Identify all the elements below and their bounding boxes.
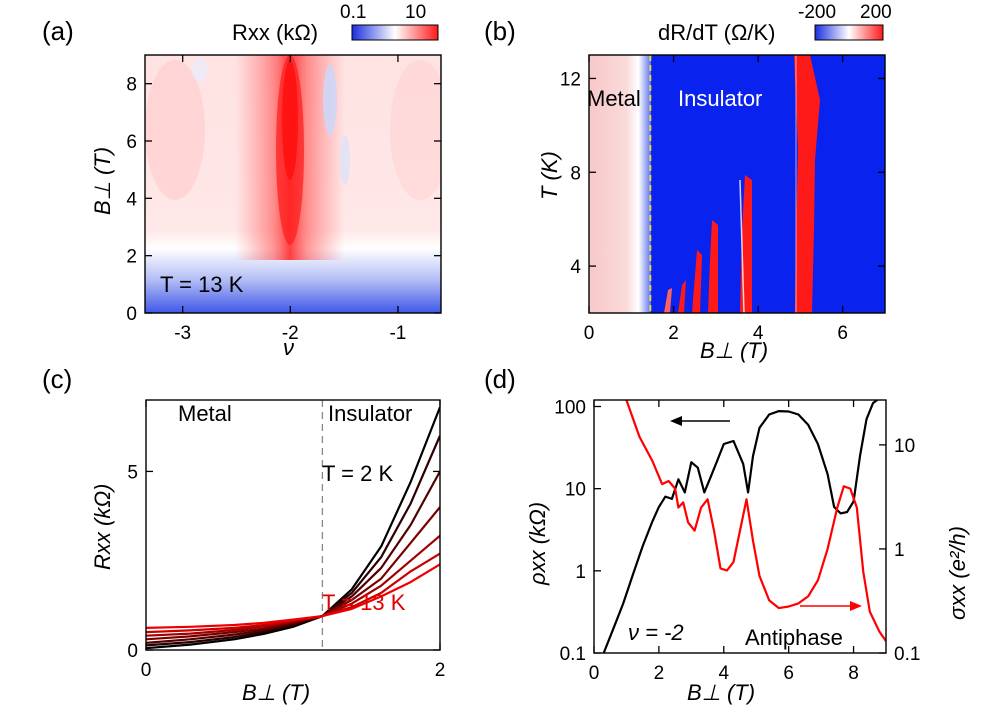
x-tick-label: -3 — [174, 323, 191, 344]
y2-tick-label: 1 — [894, 540, 905, 561]
y-tick-label: 0 — [127, 641, 138, 662]
x-tick-label: 0 — [141, 660, 152, 681]
axes-frame-d — [593, 399, 887, 654]
panel-a-label: (a) — [42, 16, 74, 46]
lines-c — [146, 406, 440, 650]
y-tick-label: 100 — [554, 398, 586, 419]
x-tick-label: -1 — [389, 323, 406, 344]
y-tick-label: 2 — [126, 247, 137, 268]
y-tick-label: 0.1 — [560, 644, 586, 665]
series-line-t-13-k — [146, 563, 440, 629]
x-tick-label: 8 — [848, 663, 859, 684]
y-tick-label: 12 — [560, 69, 581, 90]
heatmap-a — [145, 55, 441, 313]
series-line-rho-xx — [602, 400, 880, 653]
y-tick-label: 1 — [575, 562, 586, 583]
annotation-c-metal: Metal — [178, 401, 232, 426]
ylabel-b: T (K) — [537, 151, 562, 200]
y-tick-label: 4 — [126, 189, 137, 210]
panel-c-label: (c) — [42, 364, 72, 394]
y-tick-label: 8 — [126, 75, 137, 96]
colorbar-a-min: 0.1 — [340, 2, 366, 23]
xlabel-c: B⊥ (T) — [242, 680, 310, 705]
annotation-d-filling: ν = -2 — [628, 620, 684, 645]
y2label-d: σxx (e²/h) — [945, 526, 970, 620]
x-tick-label: 2 — [668, 323, 679, 344]
panel-d: (d) 0 2 4 6 8 0.1 1 10 100 0.1 1 10 ν = -2 Antiphas… — [484, 364, 970, 705]
annotation-b-insulator: Insulator — [678, 86, 762, 111]
colorbar-a-label: Rxx (kΩ) — [232, 20, 318, 45]
xlabel-d: B⊥ (T) — [687, 680, 755, 705]
heatmap-b — [589, 55, 885, 314]
annotation-a-temp: T = 13 K — [160, 272, 244, 297]
annotation-c-insulator: Insulator — [328, 401, 412, 426]
y2-tick-label: 0.1 — [894, 644, 920, 665]
panel-b-label: (b) — [484, 16, 516, 46]
annotation-d-antiphase: Antiphase — [745, 625, 843, 650]
y-tick-label: 8 — [570, 163, 581, 184]
x-tick-label: 4 — [718, 663, 729, 684]
x-tick-label: 0 — [589, 663, 600, 684]
annotation-c-t13k: T = 13 K — [322, 590, 406, 615]
panel-b: (b) 0 2 4 6 4 8 12 Metal Insulator dR/dT (Ω/K)… — [484, 2, 892, 363]
annotation-c-t2k: T = 2 K — [322, 461, 393, 486]
panel-a: (a) -3 -2 -1 0 2 4 6 8 T = 13 K Rxx (kΩ) 0.1 10… — [42, 2, 442, 360]
ylabel-d: ρxx (kΩ) — [525, 502, 550, 586]
x-tick-label: -2 — [282, 323, 299, 344]
ylabel-c: Rxx (kΩ) — [90, 484, 115, 570]
y-tick-label: 0 — [126, 304, 137, 325]
colorbar-a — [351, 24, 439, 41]
colorbar-b — [814, 24, 884, 41]
ylabel-a: B⊥ (T) — [90, 147, 115, 215]
annotation-b-metal: Metal — [587, 86, 641, 111]
lines-d — [602, 400, 886, 653]
colorbar-b-min: -200 — [798, 2, 836, 23]
y-tick-label: 4 — [570, 257, 581, 278]
axes-d: 0 2 4 6 8 0.1 1 10 100 0.1 1 10 — [554, 398, 920, 684]
y-tick-label: 10 — [565, 480, 586, 501]
xlabel-a: ν — [283, 335, 294, 360]
panel-c: (c) 0 2 0 5 Metal Insulator T = 2 K T = 13 … — [42, 364, 445, 705]
panel-d-label: (d) — [484, 364, 516, 394]
x-tick-label: 2 — [654, 663, 665, 684]
axes-c: 0 2 0 5 — [127, 400, 445, 681]
y-tick-label: 6 — [126, 132, 137, 153]
x-tick-label: 2 — [435, 660, 446, 681]
series-line-sigma-xx — [625, 400, 886, 642]
y2-tick-label: 10 — [894, 436, 915, 457]
xlabel-b: B⊥ (T) — [700, 338, 768, 363]
colorbar-b-max: 200 — [860, 2, 892, 23]
series-line-t-4-k — [146, 470, 440, 644]
axes-frame-a — [144, 54, 442, 314]
x-tick-label: 6 — [783, 663, 794, 684]
axes-a: -3 -2 -1 0 2 4 6 8 — [126, 55, 441, 344]
axes-frame-c — [145, 399, 441, 651]
axes-b: 0 2 4 6 4 8 12 — [560, 55, 885, 344]
arrow-left-axis-d — [670, 416, 730, 426]
x-tick-label: 4 — [753, 323, 764, 344]
x-tick-label: 6 — [837, 323, 848, 344]
y-tick-label: 5 — [127, 462, 138, 483]
arrow-right-axis-d — [800, 601, 862, 611]
colorbar-b-label: dR/dT (Ω/K) — [658, 20, 776, 45]
colorbar-a-max: 10 — [405, 2, 426, 23]
axes-frame-b — [588, 54, 886, 314]
x-tick-label: 0 — [584, 323, 595, 344]
